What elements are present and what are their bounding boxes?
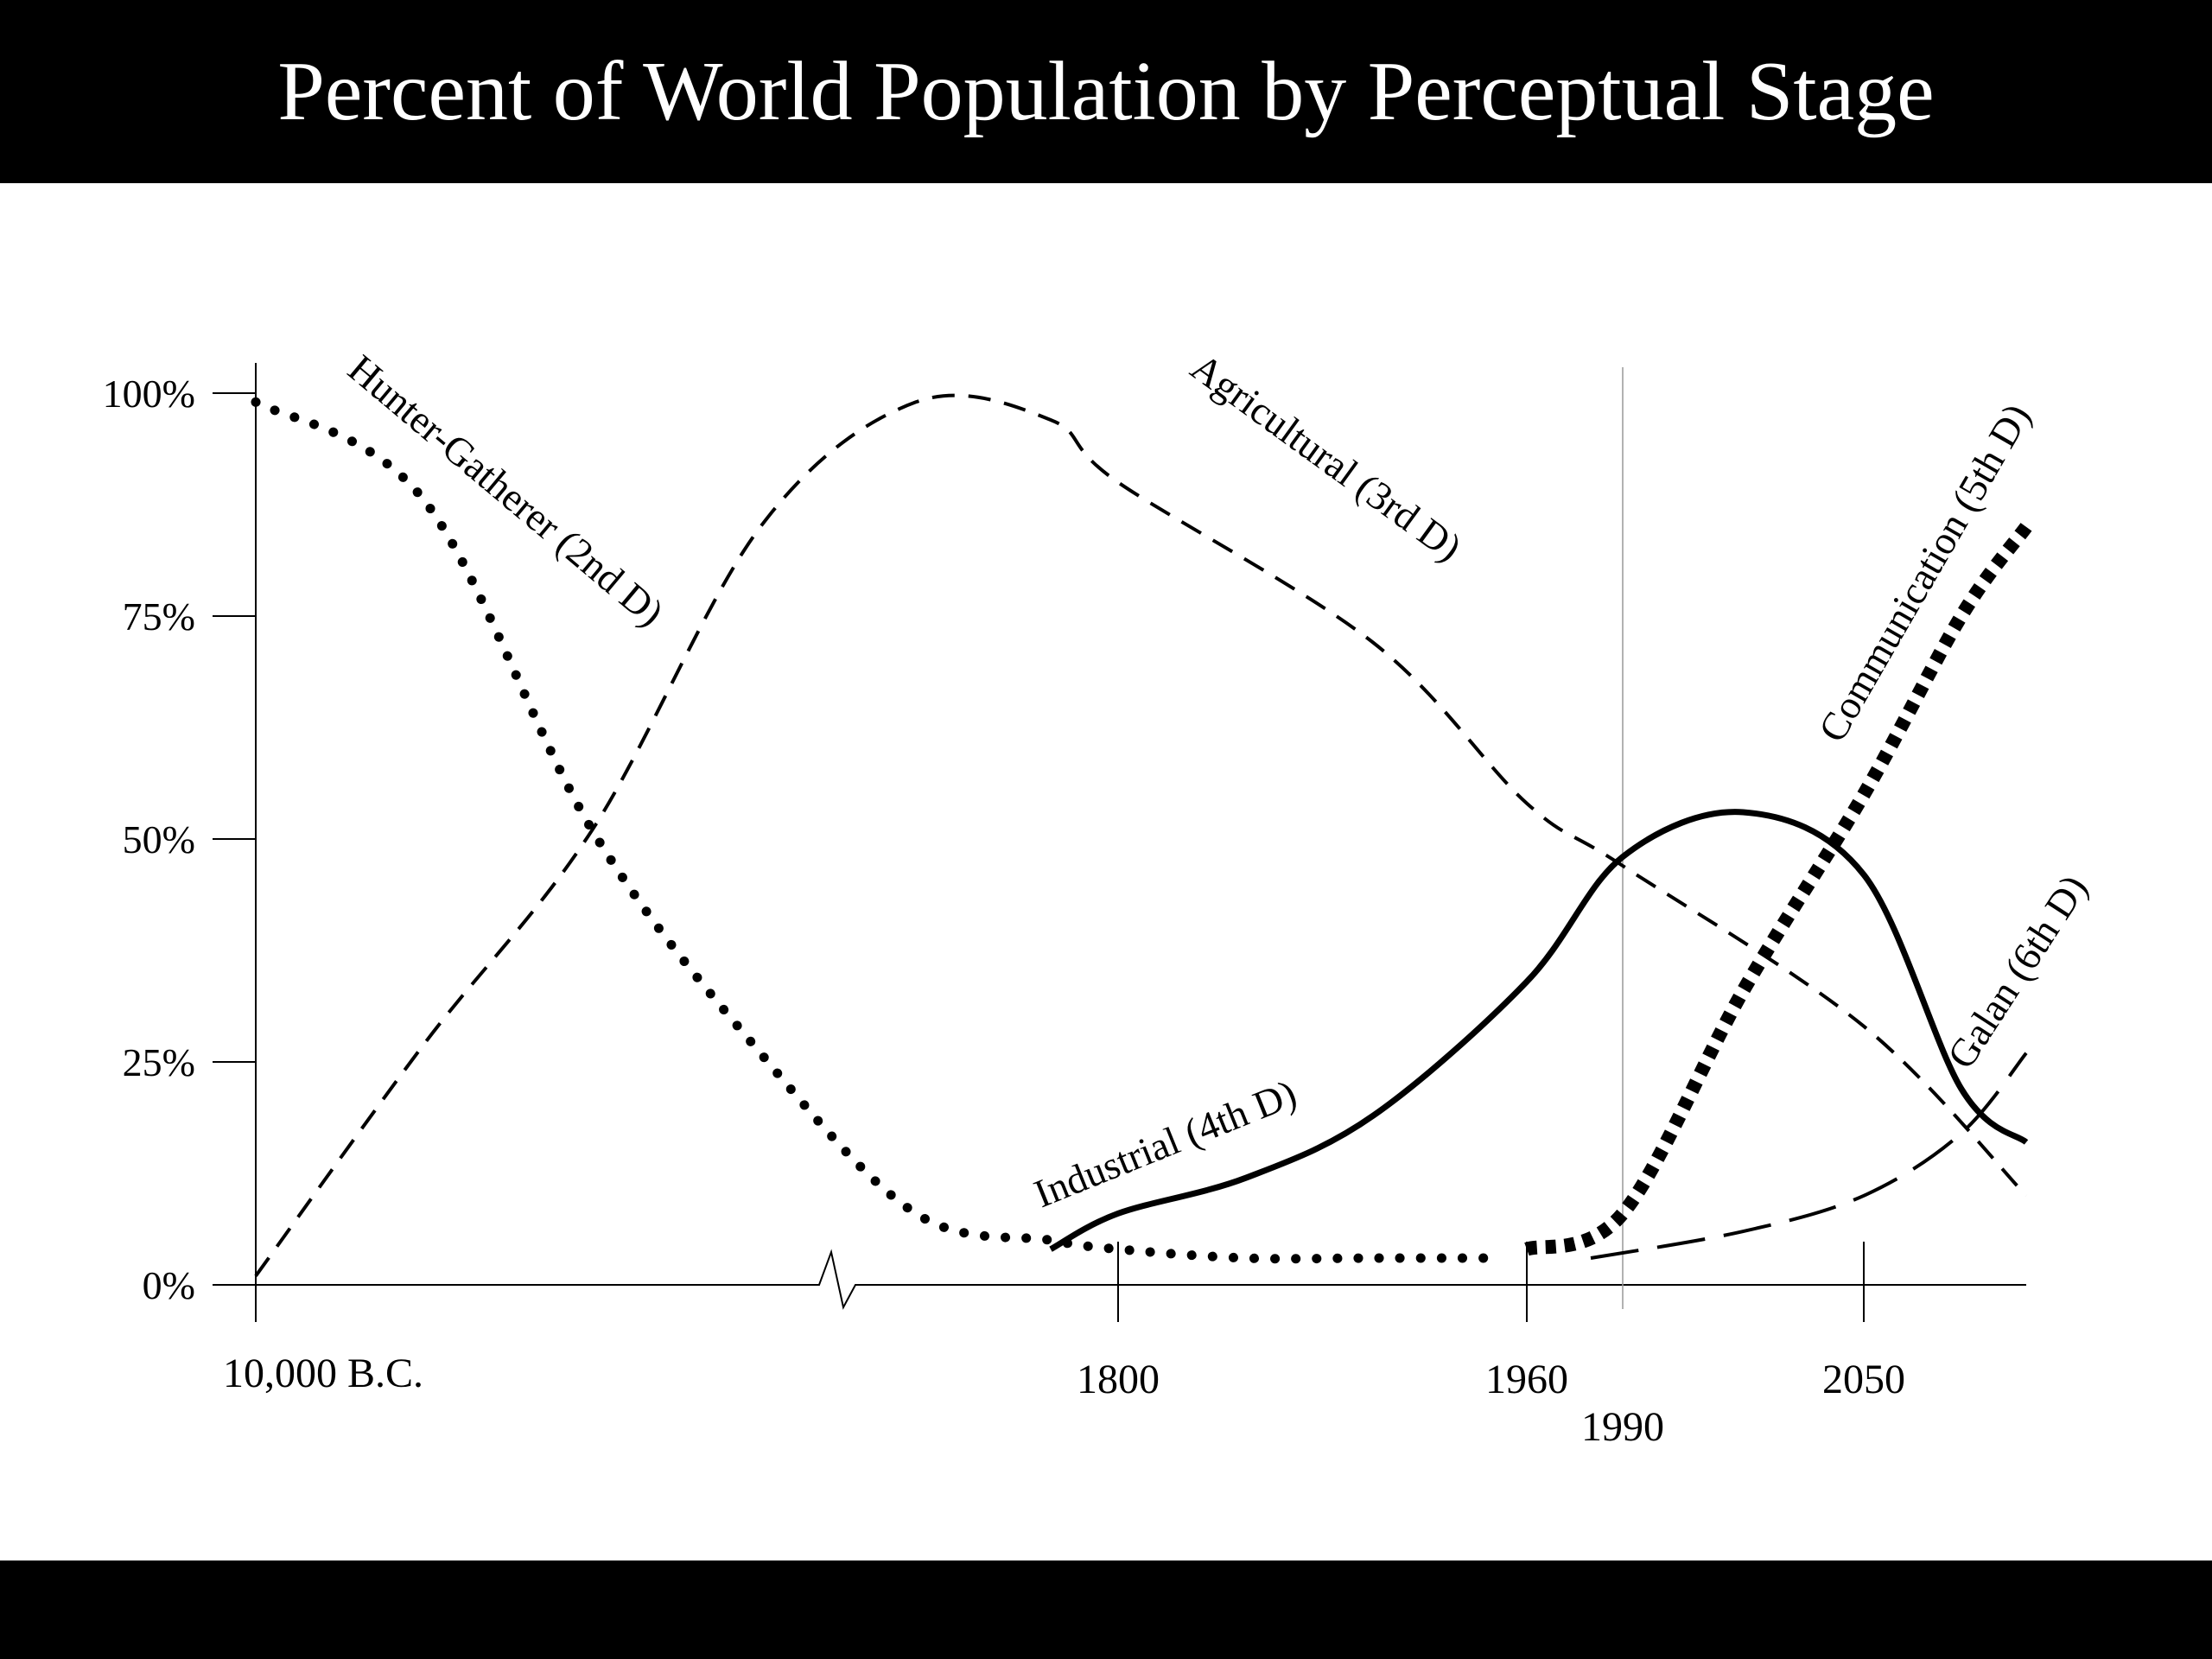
series-line-industrial [1049,809,2029,1252]
series-line-hunter-gatherer [251,397,1506,1264]
series-label-hunter-gatherer: Hunter-Gatherer (2nd D) [340,346,672,635]
y-tick-label: 0% [143,1263,195,1307]
y-tick-label: 50% [123,817,195,861]
series-line-galan [1590,1052,2028,1260]
x-tick-label: 1990 [1581,1404,1664,1450]
x-tick-label: 10,000 B.C. [223,1351,423,1396]
x-tick-label: 1800 [1077,1357,1160,1402]
y-tick-label: 100% [103,372,195,416]
series-line-communication [1524,523,2032,1256]
title-bar: Percent of World Population by Perceptua… [0,0,2212,183]
chart-title: Percent of World Population by Perceptua… [277,45,1935,138]
x-tick-label: 2050 [1822,1357,1905,1402]
x-tick-label: 1960 [1485,1357,1568,1402]
series-line-agricultural [254,393,2028,1277]
series-label-industrial: Industrial (4th D) [1028,1071,1303,1216]
y-tick-label: 25% [123,1040,195,1084]
series-label-galan: Galan (6th D) [1939,867,2096,1076]
footer-bar [0,1560,2212,1659]
y-tick-label: 75% [123,594,195,639]
series-label-agricultural: Agricultural (3rd D) [1183,345,1470,570]
x-axis [256,1249,2026,1310]
